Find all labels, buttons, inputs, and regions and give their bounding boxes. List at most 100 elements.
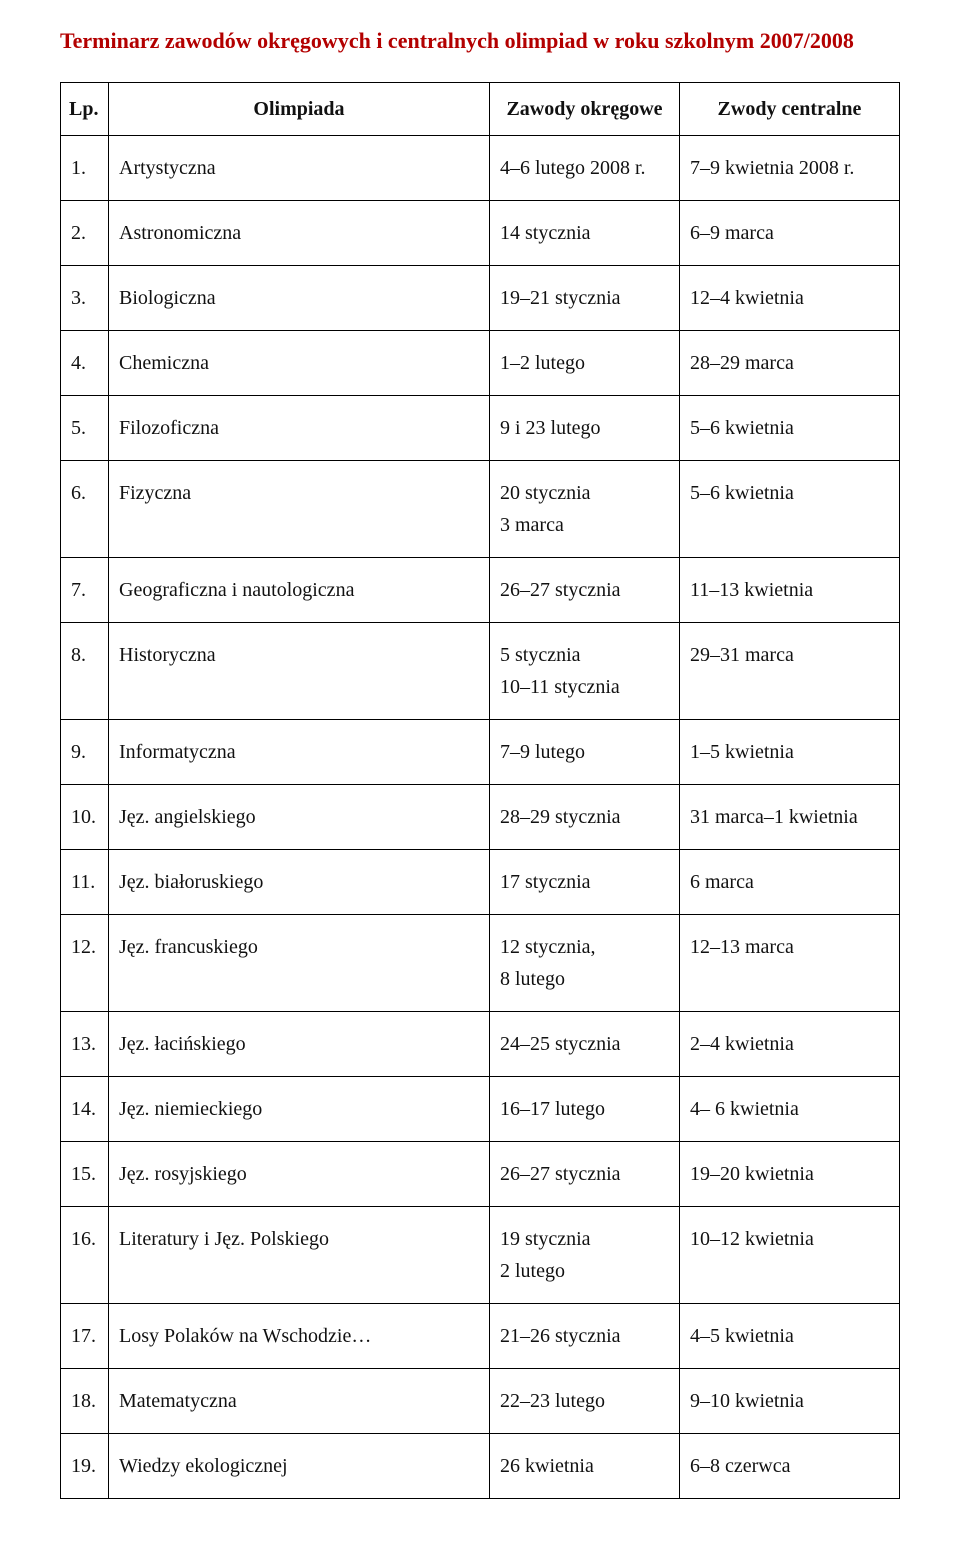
cell-centralne: 11–13 kwietnia <box>680 558 900 623</box>
cell-olimpiada: Chemiczna <box>109 331 490 396</box>
table-row: 1.Artystyczna4–6 lutego 2008 r.7–9 kwiet… <box>61 136 900 201</box>
table-row: 8.Historyczna5 stycznia10–11 stycznia29–… <box>61 623 900 720</box>
cell-okregowe: 4–6 lutego 2008 r. <box>490 136 680 201</box>
cell-lp: 4. <box>61 331 109 396</box>
cell-centralne: 4–5 kwietnia <box>680 1304 900 1369</box>
table-row: 17.Losy Polaków na Wschodzie…21–26 stycz… <box>61 1304 900 1369</box>
cell-okregowe: 19 stycznia2 lutego <box>490 1207 680 1304</box>
cell-lp: 11. <box>61 850 109 915</box>
cell-centralne: 31 marca–1 kwietnia <box>680 785 900 850</box>
cell-lp: 2. <box>61 201 109 266</box>
cell-lp: 12. <box>61 915 109 1012</box>
cell-centralne: 12–4 kwietnia <box>680 266 900 331</box>
cell-okregowe: 28–29 stycznia <box>490 785 680 850</box>
cell-centralne: 2–4 kwietnia <box>680 1012 900 1077</box>
cell-okregowe: 21–26 stycznia <box>490 1304 680 1369</box>
cell-olimpiada: Jęz. łacińskiego <box>109 1012 490 1077</box>
page-title: Terminarz zawodów okręgowych i centralny… <box>60 28 900 54</box>
cell-olimpiada: Fizyczna <box>109 461 490 558</box>
table-body: 1.Artystyczna4–6 lutego 2008 r.7–9 kwiet… <box>61 136 900 1499</box>
col-header-centralne: Zwody centralne <box>680 83 900 136</box>
cell-centralne: 10–12 kwietnia <box>680 1207 900 1304</box>
cell-lp: 7. <box>61 558 109 623</box>
cell-lp: 18. <box>61 1369 109 1434</box>
cell-okregowe: 5 stycznia10–11 stycznia <box>490 623 680 720</box>
cell-olimpiada: Matematyczna <box>109 1369 490 1434</box>
cell-olimpiada: Literatury i Jęz. Polskiego <box>109 1207 490 1304</box>
cell-lp: 6. <box>61 461 109 558</box>
cell-okregowe: 19–21 stycznia <box>490 266 680 331</box>
cell-olimpiada: Jęz. angielskiego <box>109 785 490 850</box>
col-header-lp: Lp. <box>61 83 109 136</box>
cell-centralne: 5–6 kwietnia <box>680 461 900 558</box>
cell-lp: 10. <box>61 785 109 850</box>
cell-okregowe: 14 stycznia <box>490 201 680 266</box>
cell-olimpiada: Jęz. francuskiego <box>109 915 490 1012</box>
cell-okregowe: 7–9 lutego <box>490 720 680 785</box>
cell-centralne: 7–9 kwietnia 2008 r. <box>680 136 900 201</box>
cell-olimpiada: Artystyczna <box>109 136 490 201</box>
cell-lp: 9. <box>61 720 109 785</box>
olympiad-schedule-table: Lp. Olimpiada Zawody okręgowe Zwody cent… <box>60 82 900 1499</box>
cell-centralne: 28–29 marca <box>680 331 900 396</box>
cell-olimpiada: Losy Polaków na Wschodzie… <box>109 1304 490 1369</box>
cell-okregowe: 24–25 stycznia <box>490 1012 680 1077</box>
cell-centralne: 19–20 kwietnia <box>680 1142 900 1207</box>
col-header-olimpiada: Olimpiada <box>109 83 490 136</box>
cell-lp: 14. <box>61 1077 109 1142</box>
cell-lp: 16. <box>61 1207 109 1304</box>
cell-olimpiada: Filozoficzna <box>109 396 490 461</box>
cell-olimpiada: Jęz. białoruskiego <box>109 850 490 915</box>
cell-okregowe: 22–23 lutego <box>490 1369 680 1434</box>
table-row: 15.Jęz. rosyjskiego26–27 stycznia19–20 k… <box>61 1142 900 1207</box>
table-row: 10.Jęz. angielskiego28–29 stycznia31 mar… <box>61 785 900 850</box>
table-row: 2.Astronomiczna14 stycznia6–9 marca <box>61 201 900 266</box>
cell-lp: 13. <box>61 1012 109 1077</box>
cell-olimpiada: Biologiczna <box>109 266 490 331</box>
cell-lp: 1. <box>61 136 109 201</box>
cell-centralne: 29–31 marca <box>680 623 900 720</box>
table-row: 12.Jęz. francuskiego12 stycznia,8 lutego… <box>61 915 900 1012</box>
cell-lp: 5. <box>61 396 109 461</box>
table-row: 5.Filozoficzna9 i 23 lutego5–6 kwietnia <box>61 396 900 461</box>
cell-centralne: 4– 6 kwietnia <box>680 1077 900 1142</box>
cell-lp: 17. <box>61 1304 109 1369</box>
cell-okregowe: 26–27 stycznia <box>490 558 680 623</box>
cell-okregowe: 16–17 lutego <box>490 1077 680 1142</box>
cell-olimpiada: Wiedzy ekologicznej <box>109 1434 490 1499</box>
table-row: 19.Wiedzy ekologicznej26 kwietnia6–8 cze… <box>61 1434 900 1499</box>
cell-lp: 19. <box>61 1434 109 1499</box>
cell-okregowe: 1–2 lutego <box>490 331 680 396</box>
table-row: 3.Biologiczna19–21 stycznia12–4 kwietnia <box>61 266 900 331</box>
cell-olimpiada: Geograficzna i nautologiczna <box>109 558 490 623</box>
table-row: 11.Jęz. białoruskiego17 stycznia6 marca <box>61 850 900 915</box>
table-row: 7.Geograficzna i nautologiczna26–27 styc… <box>61 558 900 623</box>
cell-centralne: 6 marca <box>680 850 900 915</box>
cell-okregowe: 12 stycznia,8 lutego <box>490 915 680 1012</box>
cell-okregowe: 26–27 stycznia <box>490 1142 680 1207</box>
cell-okregowe: 20 stycznia3 marca <box>490 461 680 558</box>
table-row: 14.Jęz. niemieckiego16–17 lutego4– 6 kwi… <box>61 1077 900 1142</box>
cell-centralne: 5–6 kwietnia <box>680 396 900 461</box>
table-row: 9.Informatyczna7–9 lutego1–5 kwietnia <box>61 720 900 785</box>
cell-lp: 8. <box>61 623 109 720</box>
cell-olimpiada: Astronomiczna <box>109 201 490 266</box>
cell-centralne: 12–13 marca <box>680 915 900 1012</box>
cell-okregowe: 9 i 23 lutego <box>490 396 680 461</box>
cell-centralne: 6–8 czerwca <box>680 1434 900 1499</box>
cell-lp: 3. <box>61 266 109 331</box>
table-row: 13.Jęz. łacińskiego24–25 stycznia2–4 kwi… <box>61 1012 900 1077</box>
col-header-okregowe: Zawody okręgowe <box>490 83 680 136</box>
table-header-row: Lp. Olimpiada Zawody okręgowe Zwody cent… <box>61 83 900 136</box>
cell-olimpiada: Informatyczna <box>109 720 490 785</box>
table-row: 18.Matematyczna22–23 lutego9–10 kwietnia <box>61 1369 900 1434</box>
cell-olimpiada: Historyczna <box>109 623 490 720</box>
cell-olimpiada: Jęz. niemieckiego <box>109 1077 490 1142</box>
table-row: 6.Fizyczna20 stycznia3 marca5–6 kwietnia <box>61 461 900 558</box>
cell-centralne: 1–5 kwietnia <box>680 720 900 785</box>
cell-okregowe: 17 stycznia <box>490 850 680 915</box>
document-page: Terminarz zawodów okręgowych i centralny… <box>0 0 960 1559</box>
cell-centralne: 9–10 kwietnia <box>680 1369 900 1434</box>
table-row: 16.Literatury i Jęz. Polskiego19 styczni… <box>61 1207 900 1304</box>
cell-olimpiada: Jęz. rosyjskiego <box>109 1142 490 1207</box>
